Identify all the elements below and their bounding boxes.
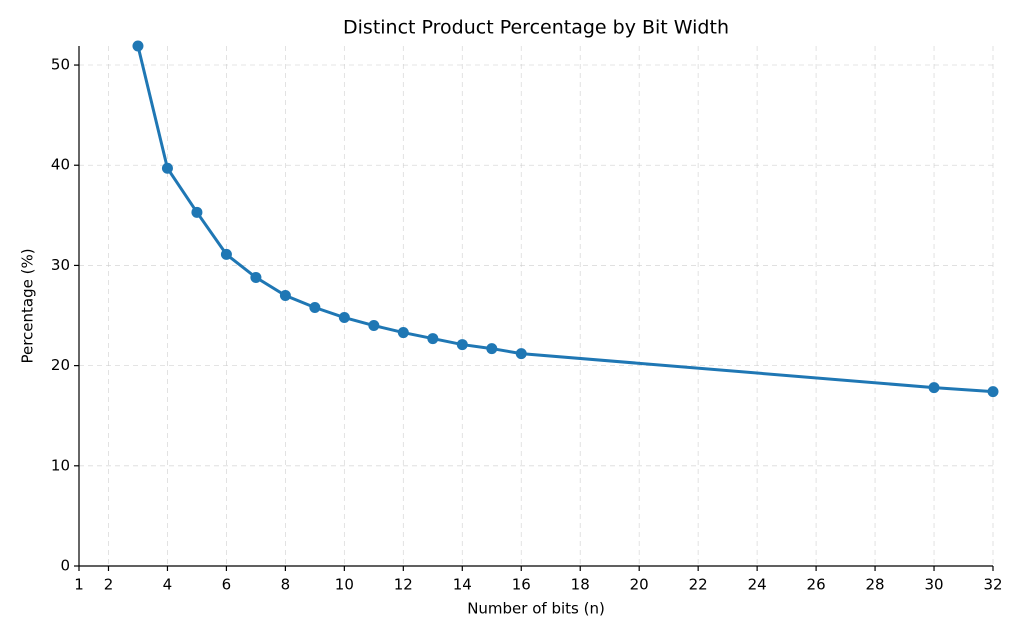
y-tick-label: 0 bbox=[60, 557, 70, 575]
y-tick-label: 30 bbox=[51, 256, 70, 274]
x-tick-label: 14 bbox=[453, 576, 472, 594]
data-point bbox=[397, 327, 409, 339]
data-point bbox=[309, 302, 321, 314]
y-tick-label: 20 bbox=[51, 356, 70, 374]
x-tick-label: 1 bbox=[74, 576, 84, 594]
x-tick-label: 10 bbox=[335, 576, 354, 594]
data-point bbox=[368, 320, 380, 332]
data-point bbox=[161, 162, 173, 174]
x-tick-label: 2 bbox=[104, 576, 114, 594]
x-tick-label: 28 bbox=[866, 576, 885, 594]
data-point bbox=[279, 289, 291, 301]
x-tick-label: 8 bbox=[281, 576, 291, 594]
y-tick-label: 40 bbox=[51, 156, 70, 174]
x-tick-label: 6 bbox=[222, 576, 232, 594]
data-point bbox=[456, 339, 468, 351]
x-tick-label: 20 bbox=[630, 576, 649, 594]
data-point bbox=[220, 248, 232, 260]
x-tick-label: 18 bbox=[571, 576, 590, 594]
x-tick-label: 4 bbox=[163, 576, 173, 594]
data-point bbox=[928, 382, 940, 394]
data-point bbox=[515, 348, 527, 360]
data-point bbox=[427, 333, 439, 345]
y-axis-label: Percentage (%) bbox=[19, 248, 37, 363]
x-tick-label: 22 bbox=[689, 576, 708, 594]
data-point bbox=[486, 343, 498, 355]
x-tick-label: 16 bbox=[512, 576, 531, 594]
y-tick-label: 10 bbox=[51, 456, 70, 474]
data-point bbox=[132, 40, 144, 52]
data-point bbox=[191, 206, 203, 218]
y-tick-label: 50 bbox=[51, 56, 70, 74]
chart-title: Distinct Product Percentage by Bit Width bbox=[343, 17, 729, 39]
x-axis-label: Number of bits (n) bbox=[467, 600, 605, 618]
x-tick-label: 32 bbox=[983, 576, 1002, 594]
x-tick-label: 30 bbox=[924, 576, 943, 594]
data-line bbox=[136, 45, 994, 394]
data-point bbox=[338, 312, 350, 324]
x-tick-label: 26 bbox=[807, 576, 826, 594]
x-tick-label: 24 bbox=[748, 576, 767, 594]
data-point bbox=[250, 271, 262, 283]
x-tick-label: 12 bbox=[394, 576, 413, 594]
data-point bbox=[987, 386, 999, 398]
